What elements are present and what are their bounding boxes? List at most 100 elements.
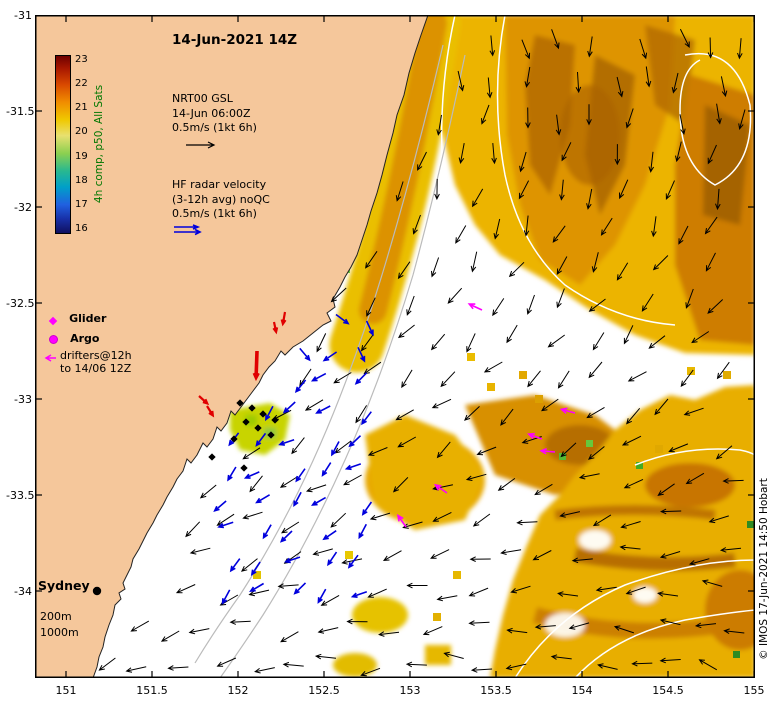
velocity-arrow [468, 587, 489, 597]
velocity-arrow [506, 627, 528, 634]
velocity-arrow [432, 511, 452, 522]
colorbar-tick-label: 18 [75, 174, 88, 186]
velocity-arrow [346, 618, 368, 625]
velocity-arrow [516, 519, 538, 526]
velocity-arrow [708, 515, 729, 524]
velocity-arrow [639, 38, 648, 60]
velocity-arrow [366, 297, 376, 317]
velocity-arrow [701, 579, 723, 587]
sst-cell [433, 613, 441, 621]
velocity-arrow [255, 432, 267, 447]
black-diamond-marker [208, 453, 216, 461]
velocity-arrow [355, 405, 368, 424]
gsl-legend-line3: 0.5m/s (1kt 6h) [172, 121, 257, 134]
velocity-arrow [198, 395, 210, 406]
drifter-vectors [396, 303, 576, 528]
colorbar-tick-label: 21 [75, 102, 88, 114]
velocity-arrow [555, 114, 562, 136]
velocity-arrow [648, 151, 655, 173]
sst-cell [345, 551, 353, 559]
velocity-arrow [600, 217, 613, 236]
map-canvas [35, 15, 755, 678]
drifter-label-line1: drifters@12h [60, 349, 132, 362]
velocity-arrow [240, 558, 258, 572]
velocity-arrow [466, 333, 476, 353]
velocity-arrow [217, 521, 234, 529]
colorbar-tick-label: 16 [75, 222, 88, 234]
velocity-arrow [199, 484, 217, 499]
velocity-arrow [455, 225, 467, 244]
velocity-arrow [293, 582, 307, 595]
velocity-arrow [550, 654, 572, 660]
velocity-arrow [659, 551, 681, 559]
velocity-arrow [430, 333, 446, 351]
y-axis-tick-label: -34 [14, 585, 32, 598]
velocity-arrow [688, 558, 710, 566]
velocity-arrow [436, 441, 451, 459]
velocity-arrow [333, 372, 352, 384]
velocity-arrow [556, 256, 568, 276]
velocity-arrow [130, 620, 150, 632]
velocity-arrow [175, 584, 196, 594]
colorbar-tick-label: 22 [75, 78, 88, 90]
velocity-arrow [671, 72, 679, 94]
velocity-arrow [401, 369, 413, 389]
velocity-arrow [556, 288, 565, 309]
velocity-arrow [616, 76, 624, 98]
velocity-arrow [406, 582, 428, 589]
velocity-arrow [360, 667, 381, 677]
velocity-arrow [493, 218, 501, 240]
velocity-arrow [347, 554, 359, 569]
velocity-arrow [433, 483, 448, 494]
x-axis-tick-label: 154 [571, 684, 593, 697]
velocity-arrow [422, 626, 443, 636]
velocity-arrow [281, 521, 300, 534]
velocity-arrow [213, 500, 227, 513]
black-diamond-marker [259, 410, 267, 418]
velocity-arrow [343, 474, 362, 486]
velocity-arrow [396, 513, 407, 528]
velocity-arrow [657, 591, 679, 597]
velocity-arrow [367, 447, 388, 456]
velocity-arrow [279, 476, 299, 488]
velocity-arrow [525, 107, 531, 129]
velocity-arrow [242, 511, 263, 520]
y-axis-tick-label: -31 [14, 9, 32, 22]
velocity-arrow [559, 407, 576, 414]
velocity-arrow [625, 586, 646, 595]
sst-cell [723, 371, 731, 379]
x-axis-tick-label: 155 [743, 684, 765, 697]
velocity-arrow [280, 631, 299, 643]
velocity-arrow [304, 399, 324, 411]
velocity-arrow [500, 549, 522, 555]
velocity-arrow [539, 447, 556, 455]
glider-legend: Glider [48, 309, 106, 328]
velocity-arrow [476, 446, 497, 456]
velocity-arrow [242, 447, 261, 460]
velocity-arrow [679, 114, 686, 136]
y-axis-tick-label: -33.5 [6, 489, 35, 502]
velocity-arrow [160, 630, 180, 642]
velocity-arrow [254, 667, 275, 674]
velocity-arrow [249, 475, 263, 493]
velocity-arrow [685, 472, 705, 485]
velocity-arrow [659, 618, 681, 626]
velocity-arrow [571, 557, 593, 564]
velocity-arrow [472, 188, 484, 208]
velocity-arrow [357, 346, 366, 363]
velocity-arrow [284, 556, 301, 564]
velocity-arrow [489, 35, 496, 57]
velocity-arrow [358, 523, 368, 540]
velocity-arrow [541, 398, 559, 412]
sst-cell [687, 367, 695, 375]
velocity-arrow [521, 39, 531, 60]
velocity-arrow [519, 151, 527, 173]
velocity-arrow [645, 66, 652, 88]
black-diamond-marker [254, 424, 262, 432]
velocity-arrow [527, 432, 543, 440]
sst-cell [453, 571, 461, 579]
velocity-arrow [440, 371, 456, 388]
velocity-arrow [578, 473, 600, 480]
velocity-arrow [317, 627, 339, 634]
velocity-arrow [720, 76, 728, 98]
